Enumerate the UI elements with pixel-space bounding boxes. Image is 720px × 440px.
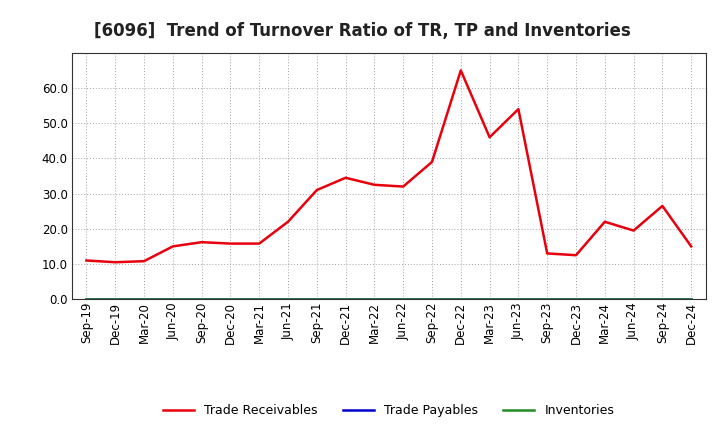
Trade Payables (370, 297, 379, 302)
Trade Receivables (485, 135, 494, 140)
Inventories (687, 297, 696, 302)
Trade Receivables (284, 219, 292, 224)
Trade Payables (485, 297, 494, 302)
Trade Receivables (111, 260, 120, 265)
Trade Payables (456, 297, 465, 302)
Trade Receivables (687, 244, 696, 249)
Inventories (312, 297, 321, 302)
Inventories (197, 297, 206, 302)
Trade Receivables (428, 159, 436, 165)
Inventories (572, 297, 580, 302)
Inventories (543, 297, 552, 302)
Inventories (226, 297, 235, 302)
Trade Receivables (658, 203, 667, 209)
Inventories (370, 297, 379, 302)
Trade Receivables (572, 253, 580, 258)
Trade Receivables (168, 244, 177, 249)
Trade Receivables (543, 251, 552, 256)
Trade Payables (514, 297, 523, 302)
Legend: Trade Receivables, Trade Payables, Inventories: Trade Receivables, Trade Payables, Inven… (158, 399, 619, 422)
Inventories (255, 297, 264, 302)
Trade Payables (572, 297, 580, 302)
Trade Payables (658, 297, 667, 302)
Inventories (428, 297, 436, 302)
Text: [6096]  Trend of Turnover Ratio of TR, TP and Inventories: [6096] Trend of Turnover Ratio of TR, TP… (94, 22, 630, 40)
Inventories (399, 297, 408, 302)
Trade Receivables (197, 239, 206, 245)
Inventories (600, 297, 609, 302)
Inventories (629, 297, 638, 302)
Inventories (341, 297, 350, 302)
Trade Payables (399, 297, 408, 302)
Trade Receivables (82, 258, 91, 263)
Trade Payables (111, 297, 120, 302)
Inventories (168, 297, 177, 302)
Trade Receivables (456, 68, 465, 73)
Trade Payables (82, 297, 91, 302)
Inventories (514, 297, 523, 302)
Inventories (456, 297, 465, 302)
Trade Receivables (312, 187, 321, 193)
Trade Receivables (140, 259, 148, 264)
Trade Receivables (226, 241, 235, 246)
Trade Payables (687, 297, 696, 302)
Trade Payables (341, 297, 350, 302)
Inventories (140, 297, 148, 302)
Trade Receivables (514, 106, 523, 112)
Inventories (82, 297, 91, 302)
Trade Payables (312, 297, 321, 302)
Inventories (111, 297, 120, 302)
Trade Payables (629, 297, 638, 302)
Trade Receivables (255, 241, 264, 246)
Trade Payables (255, 297, 264, 302)
Inventories (485, 297, 494, 302)
Trade Receivables (399, 184, 408, 189)
Trade Payables (168, 297, 177, 302)
Line: Trade Receivables: Trade Receivables (86, 70, 691, 262)
Trade Payables (140, 297, 148, 302)
Trade Payables (197, 297, 206, 302)
Trade Receivables (629, 228, 638, 233)
Trade Payables (284, 297, 292, 302)
Trade Receivables (600, 219, 609, 224)
Inventories (658, 297, 667, 302)
Trade Payables (543, 297, 552, 302)
Inventories (284, 297, 292, 302)
Trade Payables (428, 297, 436, 302)
Trade Payables (226, 297, 235, 302)
Trade Receivables (370, 182, 379, 187)
Trade Payables (600, 297, 609, 302)
Trade Receivables (341, 175, 350, 180)
